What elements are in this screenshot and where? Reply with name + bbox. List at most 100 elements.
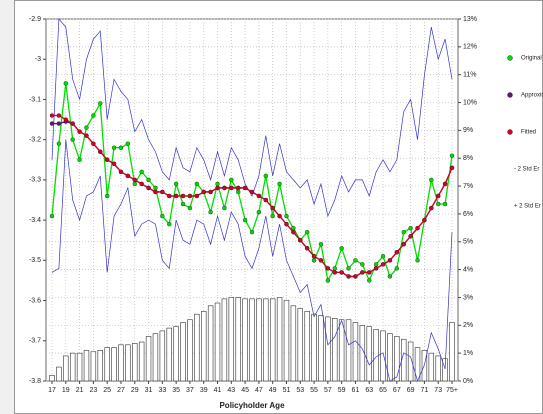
point — [167, 221, 172, 227]
point — [49, 121, 55, 126]
bar — [194, 313, 200, 382]
point — [277, 181, 282, 187]
y2-tick-label: 10% — [463, 99, 477, 106]
point — [256, 193, 262, 199]
point — [201, 189, 206, 195]
point — [332, 270, 337, 275]
x-tick-label: 43 — [227, 387, 235, 394]
point — [49, 113, 55, 118]
x-tick-label: 57 — [324, 387, 332, 394]
legend-label: Fitted — [521, 130, 536, 136]
bar — [118, 344, 124, 382]
y2-tick-label: 6% — [463, 211, 473, 218]
bar — [69, 352, 76, 382]
point — [77, 129, 82, 134]
bar — [125, 344, 131, 382]
bar — [352, 322, 359, 382]
point — [415, 225, 420, 231]
y2-tick-label: 9% — [463, 127, 473, 134]
x-tick-label: 75+ — [446, 387, 458, 394]
point — [118, 169, 124, 175]
point — [325, 266, 331, 271]
point — [180, 201, 186, 207]
point — [187, 205, 193, 211]
point — [346, 274, 351, 279]
point — [442, 201, 448, 207]
point — [408, 233, 413, 239]
point — [249, 229, 255, 235]
point — [98, 149, 103, 154]
y2-tick-label: 13% — [463, 16, 477, 23]
point — [346, 266, 351, 271]
y-tick-label: -3.5 — [29, 257, 41, 264]
x-tick-label: 61 — [352, 387, 360, 394]
y-tick-label: -3.4 — [29, 217, 41, 224]
bar — [256, 298, 262, 382]
point — [373, 266, 379, 271]
x-tick-label: 27 — [117, 387, 125, 394]
x-tick-label: 45 — [241, 387, 249, 394]
bar — [63, 355, 69, 382]
point — [291, 229, 296, 235]
point — [298, 238, 303, 243]
point — [56, 121, 62, 126]
point — [415, 258, 420, 263]
bar — [269, 298, 276, 382]
point — [449, 153, 455, 158]
bar — [345, 319, 352, 382]
point — [125, 141, 131, 146]
bar — [394, 336, 400, 382]
point — [146, 185, 151, 191]
x-tick-label: 35 — [172, 387, 180, 394]
point — [408, 225, 413, 231]
bar — [332, 318, 338, 382]
bar — [201, 311, 207, 382]
bar — [214, 302, 221, 382]
point — [284, 213, 289, 219]
point — [153, 189, 158, 195]
point — [118, 145, 124, 150]
x-tick-label: 39 — [200, 387, 208, 394]
y-tick-label: -2.9 — [29, 16, 41, 23]
point — [215, 185, 220, 191]
y-tick-label: -3.1 — [29, 96, 41, 103]
point — [146, 177, 151, 183]
bar — [132, 343, 138, 382]
point — [194, 181, 200, 187]
point — [394, 250, 400, 255]
point — [367, 270, 372, 275]
x-tick-label: 17 — [48, 387, 56, 394]
x-tick-label: 37 — [186, 387, 194, 394]
bar — [283, 299, 290, 382]
bar — [359, 325, 366, 382]
x-tick-label: 73 — [434, 387, 442, 394]
x-tick-label: 19 — [62, 387, 70, 394]
point — [401, 229, 406, 235]
point — [318, 242, 324, 247]
x-tick-label: 65 — [379, 387, 387, 394]
point — [132, 177, 137, 183]
x-tick-label: 71 — [421, 387, 429, 394]
x-tick-label: 23 — [89, 387, 97, 394]
point — [125, 173, 131, 179]
point — [56, 141, 62, 146]
point — [229, 185, 234, 191]
point — [236, 189, 241, 195]
point — [98, 101, 103, 106]
bar — [449, 322, 455, 382]
point — [242, 217, 248, 223]
bar — [104, 347, 110, 382]
bar — [263, 298, 269, 382]
bar — [180, 322, 186, 382]
x-tick-label: 55 — [310, 387, 318, 394]
bar — [90, 351, 97, 382]
point — [187, 193, 193, 199]
x-tick-label: 47 — [255, 387, 263, 394]
point — [91, 141, 96, 146]
bar — [442, 358, 448, 382]
point — [373, 262, 379, 267]
bar — [380, 330, 386, 382]
point — [104, 193, 110, 199]
point — [222, 205, 227, 211]
bar — [401, 338, 407, 382]
